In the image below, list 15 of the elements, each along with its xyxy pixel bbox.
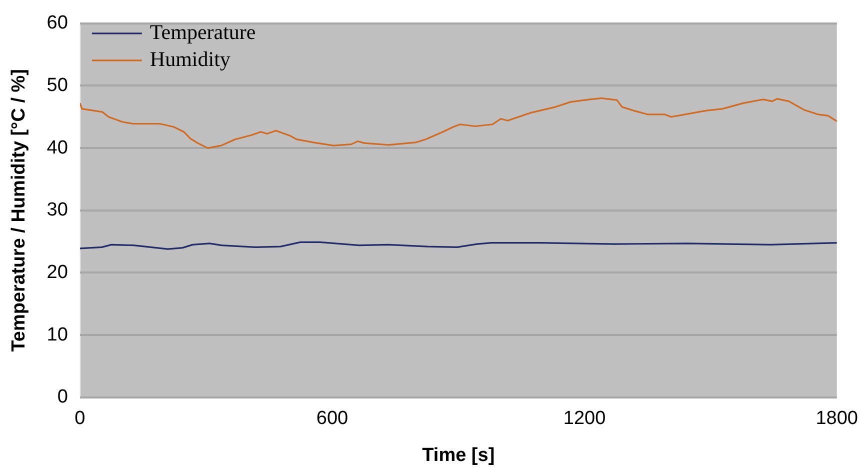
legend-label: Humidity — [150, 46, 231, 71]
y-tick-label: 50 — [46, 74, 68, 96]
x-tick-label: 0 — [74, 408, 86, 430]
x-tick-label: 1200 — [563, 408, 606, 430]
y-axis-title: Temperature / Humidity [°C / %] — [8, 69, 30, 352]
y-tick-label: 60 — [46, 12, 68, 34]
y-tick-label: 40 — [46, 137, 68, 158]
x-tick-label: 600 — [316, 408, 348, 430]
y-tick-label: 20 — [46, 262, 68, 283]
y-tick-label: 0 — [57, 386, 68, 408]
x-tick-label: 1800 — [816, 408, 858, 430]
y-tick-label: 10 — [46, 324, 68, 346]
x-axis-title: Time [s] — [422, 444, 495, 466]
y-tick-label: 30 — [46, 200, 68, 221]
legend-label: Temperature — [150, 20, 256, 44]
